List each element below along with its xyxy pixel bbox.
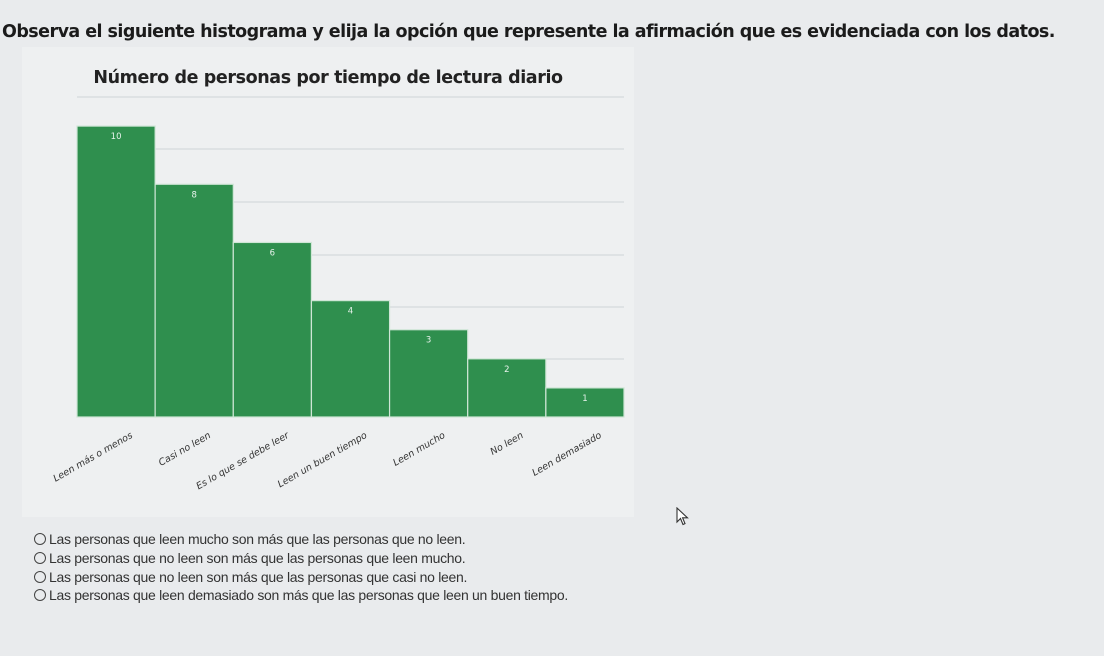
histogram-chart: Número de personas por tiempo de lectura… [22, 47, 634, 517]
data-label: 6 [270, 248, 275, 258]
option-2[interactable]: Las personas que no leen son más que las… [34, 549, 568, 567]
answer-options: Las personas que leen mucho son más que … [34, 530, 568, 605]
data-label: 2 [504, 365, 509, 375]
chart-svg: Número de personas por tiempo de lectura… [51, 68, 625, 493]
bars [76, 125, 625, 418]
category-label: Leen más o menos [51, 430, 134, 484]
data-labels: 10 8 6 4 3 2 1 [111, 132, 588, 404]
option-label: Las personas que no leen son más que las… [49, 549, 466, 566]
option-4[interactable]: Las personas que leen demasiado son más … [34, 586, 568, 604]
bar [310, 300, 391, 418]
category-label: Leen demasiado [530, 430, 603, 479]
bar [154, 183, 234, 418]
data-label: 10 [111, 132, 122, 142]
bar [388, 329, 469, 418]
option-label: Las personas que no leen son más que las… [49, 568, 468, 585]
radio-button[interactable] [34, 551, 46, 564]
bar [232, 241, 313, 418]
bar [545, 387, 625, 418]
radio-button[interactable] [34, 570, 46, 583]
option-3[interactable]: Las personas que no leen son más que las… [34, 568, 568, 586]
data-label: 1 [582, 394, 587, 404]
option-1[interactable]: Las personas que leen mucho son más que … [34, 530, 568, 548]
category-label: Leen mucho [391, 430, 447, 469]
option-label: Las personas que leen demasiado son más … [49, 587, 568, 604]
bar [76, 125, 156, 418]
chart-title: Número de personas por tiempo de lectura… [93, 68, 563, 88]
question-text: Observa el siguiente histograma y elija … [2, 22, 1055, 42]
category-label: No leen [489, 430, 526, 458]
data-label: 3 [426, 336, 431, 346]
category-label: Casi no leen [157, 430, 213, 469]
radio-button[interactable] [34, 533, 46, 545]
data-label: 4 [348, 307, 353, 317]
radio-button[interactable] [34, 589, 46, 602]
data-label: 8 [192, 190, 197, 200]
option-label: Las personas que leen mucho son más que … [49, 531, 466, 547]
arrow-cursor-icon [676, 507, 689, 526]
